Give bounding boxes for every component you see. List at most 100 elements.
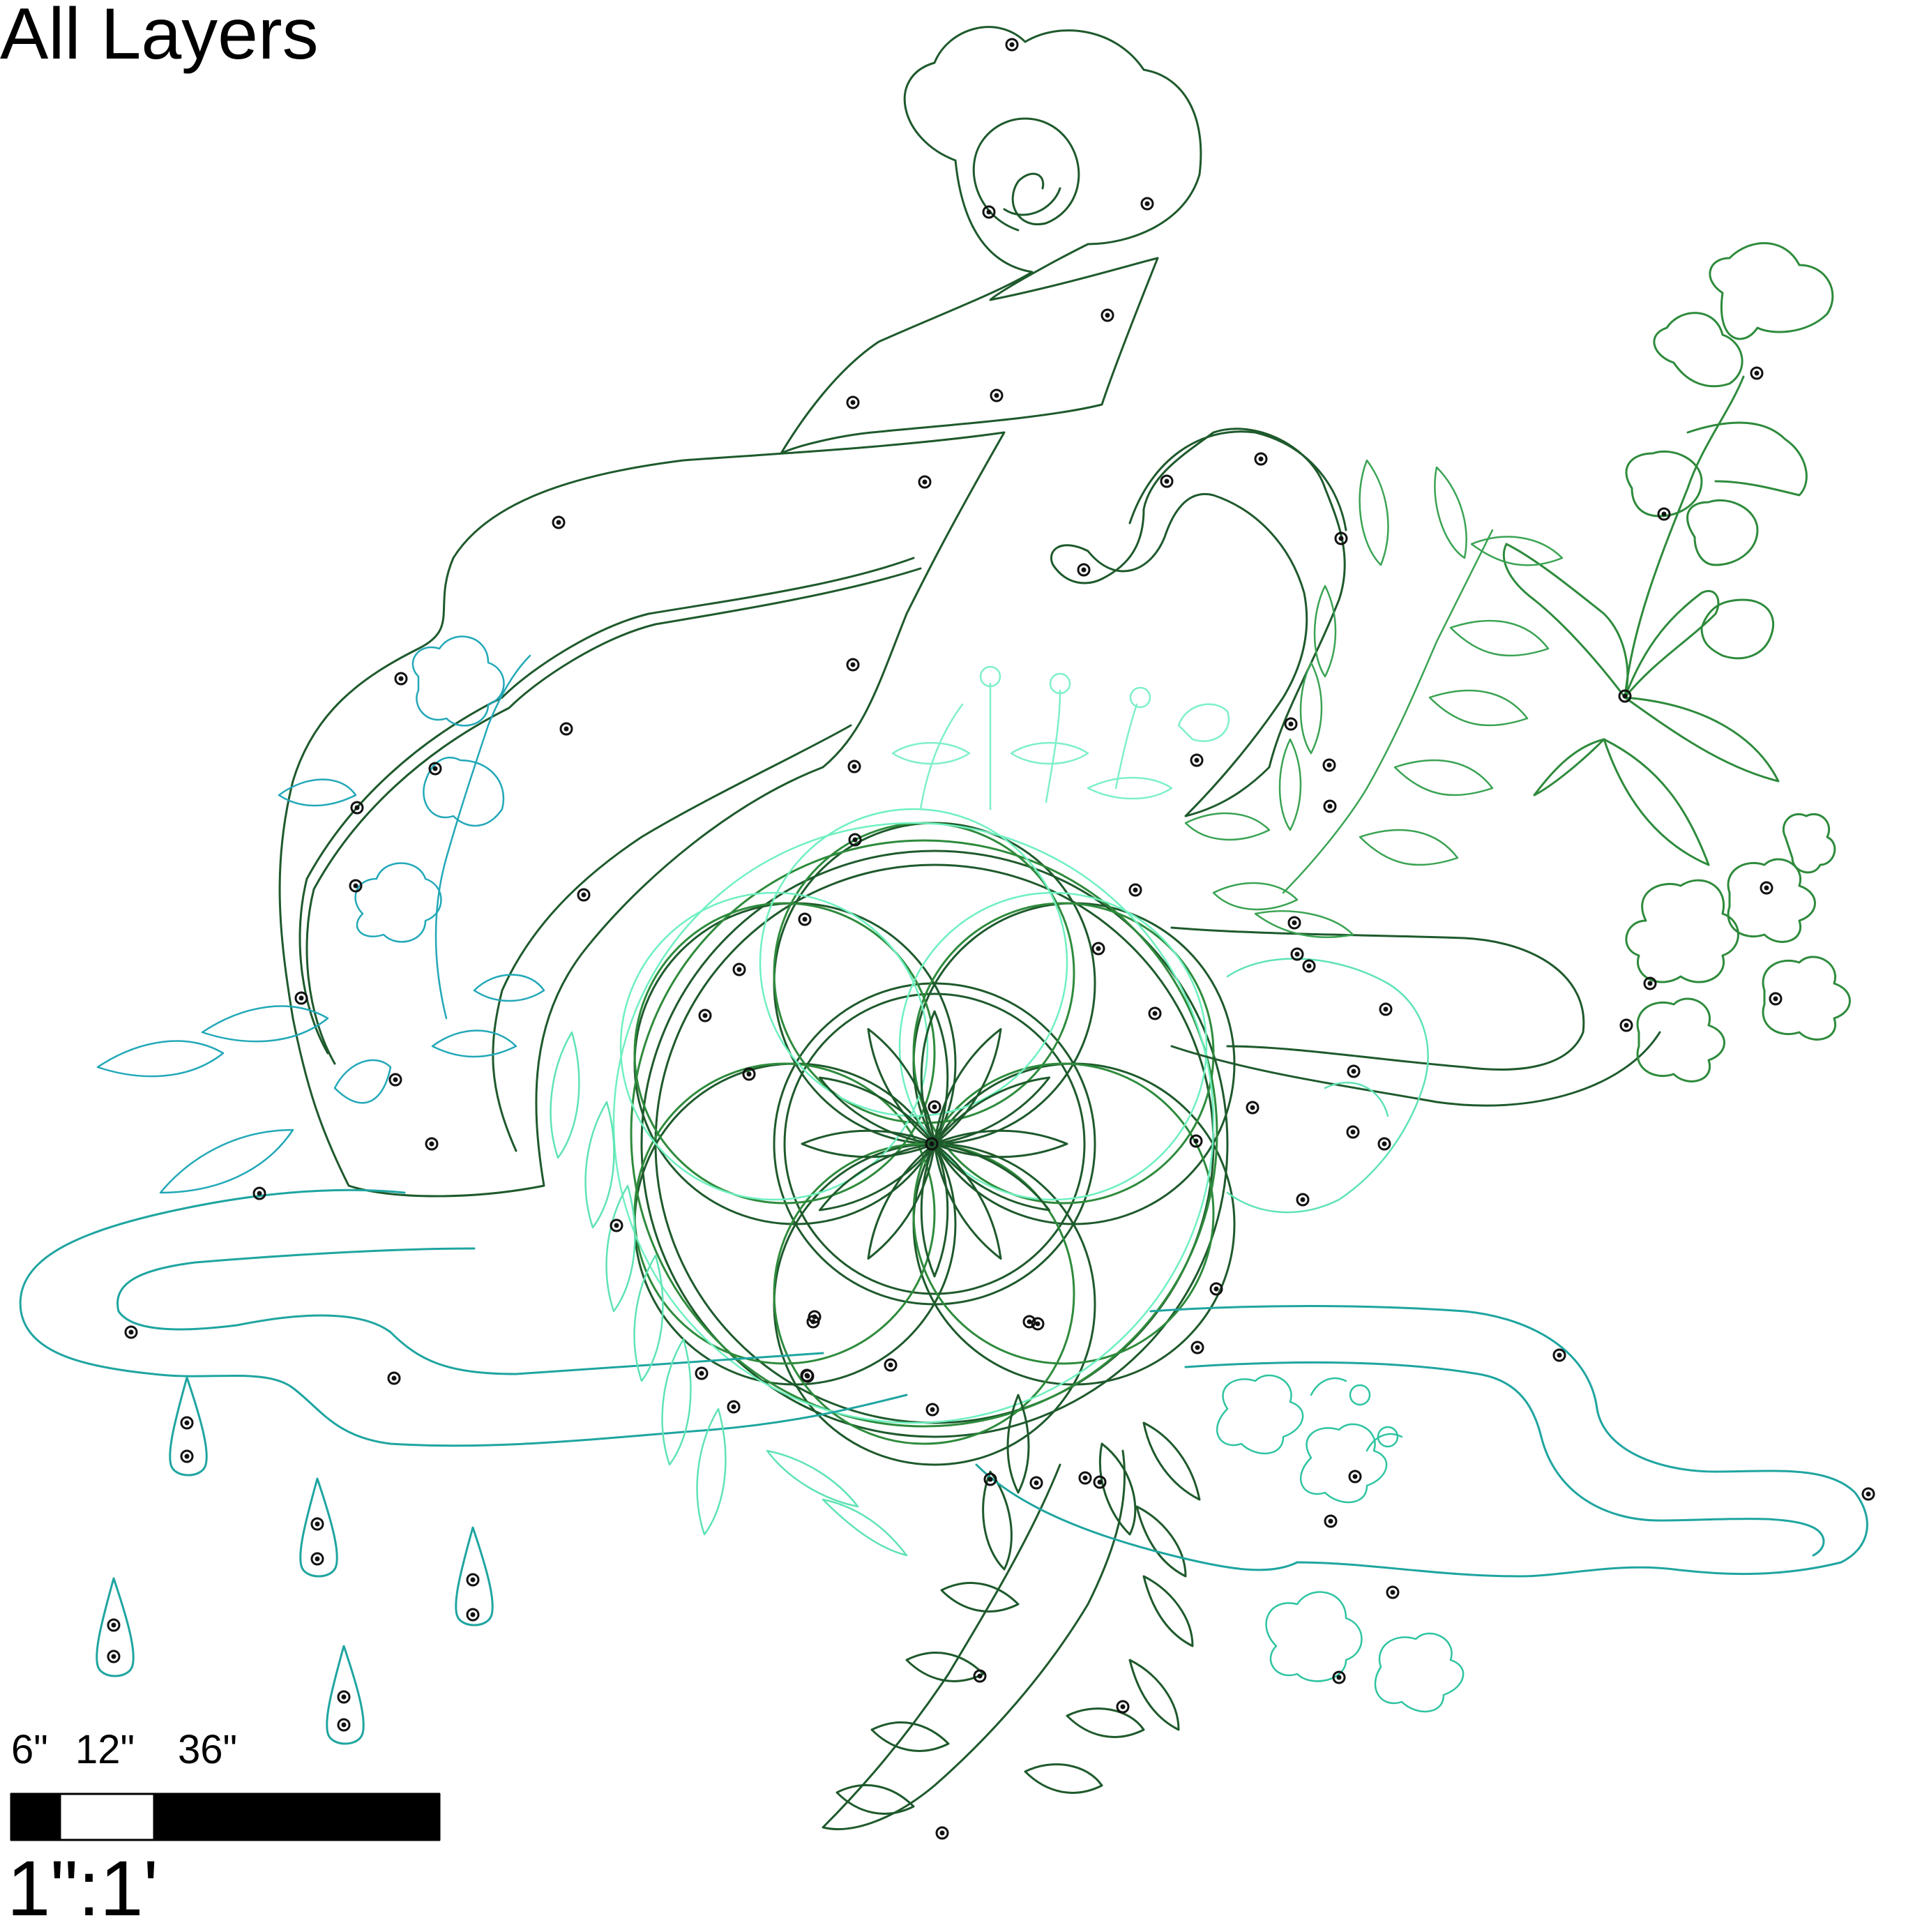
mounting-hole-marker bbox=[1284, 717, 1298, 731]
mounting-hole-center bbox=[986, 209, 992, 215]
mounting-hole-marker bbox=[1093, 1475, 1107, 1489]
mounting-hole-marker bbox=[1760, 881, 1773, 895]
mounting-hole-center bbox=[1097, 1479, 1103, 1485]
mounting-hole-center bbox=[1035, 1321, 1041, 1327]
mounting-hole-center bbox=[1382, 1141, 1387, 1147]
mounting-hole-marker bbox=[350, 801, 364, 815]
mounting-hole-marker bbox=[1619, 1018, 1633, 1032]
mounting-hole-marker bbox=[466, 1573, 480, 1587]
mounting-hole-center bbox=[1120, 1704, 1126, 1710]
mounting-hole-center bbox=[1105, 312, 1110, 318]
mounting-hole-center bbox=[1661, 511, 1667, 517]
mounting-hole-marker bbox=[1190, 753, 1204, 767]
mounting-hole-center bbox=[1034, 1480, 1039, 1486]
mounting-hole-center bbox=[1306, 963, 1312, 969]
mounting-hole-center bbox=[1622, 693, 1628, 699]
mounting-hole-marker bbox=[1116, 1700, 1130, 1714]
mounting-hole-marker bbox=[425, 1137, 439, 1151]
mounting-hole-center bbox=[341, 1722, 347, 1728]
mounting-hole-center bbox=[1288, 721, 1294, 727]
mounting-hole-marker bbox=[1302, 959, 1316, 973]
mounting-hole-marker bbox=[1322, 758, 1336, 772]
mounting-hole-marker bbox=[928, 1100, 941, 1114]
mounting-hole-center bbox=[563, 726, 569, 732]
mounting-hole-center bbox=[939, 1830, 945, 1836]
mounting-hole-marker bbox=[180, 1449, 194, 1463]
mounting-hole-marker bbox=[1552, 1348, 1566, 1362]
mounting-hole-marker bbox=[695, 1366, 709, 1380]
leafy-branch-right bbox=[1184, 459, 1564, 938]
mounting-hole-marker bbox=[1078, 1471, 1092, 1485]
mounting-hole-center bbox=[391, 1375, 397, 1381]
right-berry-cluster bbox=[1625, 813, 1851, 1082]
mounting-hole-marker bbox=[1091, 942, 1105, 956]
mounting-hole-center bbox=[353, 883, 358, 889]
mounting-hole-marker bbox=[1246, 1101, 1259, 1115]
mounting-hole-center bbox=[429, 1141, 434, 1147]
mounting-hole-marker bbox=[1077, 563, 1091, 577]
mounting-hole-marker bbox=[848, 833, 862, 847]
leafy-branch-lower bbox=[822, 1394, 1201, 1830]
mounting-hole-center bbox=[128, 1329, 134, 1335]
mounting-hole-center bbox=[1213, 1286, 1219, 1292]
mounting-hole-marker bbox=[983, 1472, 997, 1486]
mounting-hole-center bbox=[1773, 996, 1778, 1002]
mounting-hole-center bbox=[988, 1477, 993, 1482]
mounting-hole-marker bbox=[577, 888, 591, 902]
mounting-hole-marker bbox=[349, 879, 363, 893]
mounting-hole-center bbox=[257, 1191, 262, 1196]
mounting-hole-center bbox=[1336, 1675, 1342, 1680]
mounting-hole-marker bbox=[1334, 531, 1348, 545]
mounting-hole-center bbox=[184, 1454, 190, 1459]
mounting-hole-center bbox=[699, 1371, 704, 1376]
mounting-hole-center bbox=[888, 1362, 893, 1368]
mounting-hole-center bbox=[432, 766, 438, 771]
mounting-hole-center bbox=[1082, 1475, 1088, 1481]
mounting-hole-center bbox=[746, 1071, 752, 1077]
mounting-hole-marker bbox=[1029, 1476, 1043, 1490]
mounting-hole-center bbox=[852, 837, 858, 843]
mounting-hole-center bbox=[315, 1556, 320, 1562]
mounting-hole-center bbox=[111, 1622, 116, 1628]
mounting-hole-center bbox=[930, 1407, 935, 1412]
mounting-hole-center bbox=[1390, 1590, 1395, 1595]
mounting-hole-center bbox=[1866, 1491, 1871, 1497]
mounting-hole-marker bbox=[742, 1067, 756, 1081]
mounting-hole-marker bbox=[1005, 38, 1019, 52]
mounting-hole-center bbox=[1764, 885, 1769, 891]
mounting-hole-marker bbox=[698, 1009, 712, 1022]
mounting-hole-marker bbox=[310, 1517, 324, 1531]
mounting-hole-marker bbox=[1618, 689, 1632, 703]
mounting-hole-marker bbox=[394, 672, 408, 686]
scale-tick-6in: 6" bbox=[11, 1727, 48, 1772]
mounting-hole-center bbox=[805, 1373, 810, 1379]
mounting-hole-marker bbox=[1377, 1137, 1391, 1151]
mounting-hole-marker bbox=[107, 1618, 121, 1632]
mounting-hole-center bbox=[731, 1404, 736, 1410]
scale-bar bbox=[10, 1793, 441, 1841]
mounting-hole-center bbox=[1194, 757, 1200, 763]
mounting-hole-marker bbox=[846, 395, 860, 409]
mounting-hole-marker bbox=[925, 1137, 939, 1151]
mounting-hole-marker bbox=[732, 963, 746, 976]
mounting-hole-center bbox=[1338, 536, 1344, 541]
mounting-hole-marker bbox=[1031, 1317, 1045, 1331]
mounting-hole-marker bbox=[552, 515, 566, 529]
mounting-hole-marker bbox=[1100, 308, 1114, 322]
mounting-hole-marker bbox=[846, 658, 860, 672]
teal-flower-cluster bbox=[1216, 1374, 1465, 1713]
mounting-hole-center bbox=[922, 479, 928, 485]
mounting-hole-center bbox=[111, 1654, 116, 1659]
mounting-hole-center bbox=[1152, 1011, 1158, 1016]
mounting-hole-center bbox=[1195, 1345, 1200, 1350]
mounting-hole-center bbox=[1328, 1518, 1333, 1524]
mounting-hole-center bbox=[1647, 981, 1653, 986]
mounting-hole-marker bbox=[806, 1315, 820, 1329]
mounting-hole-center bbox=[1294, 951, 1300, 957]
mounting-hole-center bbox=[298, 995, 304, 1001]
mounting-hole-marker bbox=[1332, 1670, 1346, 1684]
mounting-hole-marker bbox=[918, 475, 932, 489]
mounting-hole-center bbox=[1383, 1006, 1389, 1012]
center-flower-petals bbox=[801, 1010, 1068, 1278]
